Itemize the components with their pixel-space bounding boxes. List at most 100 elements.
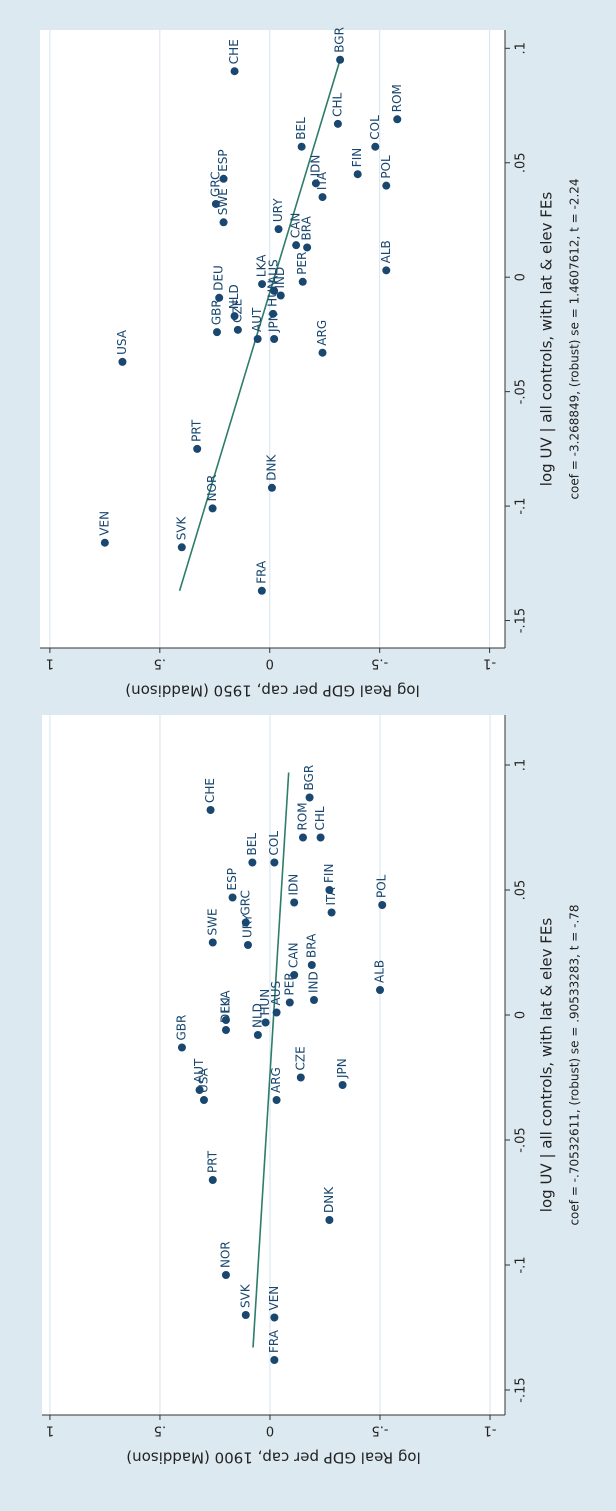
- point-label: NOR: [218, 1241, 232, 1268]
- point-label: ARG: [315, 320, 329, 346]
- point: [241, 1311, 250, 1319]
- point: [230, 312, 239, 321]
- point-label: IND: [273, 267, 287, 289]
- point-label: ITA: [315, 171, 329, 190]
- point: [292, 241, 301, 250]
- point: [211, 199, 220, 208]
- point-label: ESP: [216, 149, 230, 171]
- y-tick-label: 0: [266, 656, 274, 671]
- y-tick-label: -.5: [371, 656, 388, 671]
- point: [318, 193, 327, 202]
- point-label: IDN: [308, 155, 322, 177]
- x-tick-label: .05: [514, 152, 529, 173]
- point-label: URY: [271, 198, 285, 222]
- point: [221, 1271, 230, 1279]
- point: [290, 971, 299, 979]
- point-label: AUT: [192, 1058, 206, 1083]
- point: [378, 901, 387, 909]
- point: [215, 293, 224, 302]
- point: [248, 858, 257, 867]
- y-tick-label: -.5: [371, 1423, 388, 1438]
- point: [177, 543, 186, 552]
- point-label: IDN: [287, 874, 301, 896]
- point: [253, 1031, 262, 1039]
- point-label: SVK: [238, 1283, 252, 1308]
- point: [195, 1086, 204, 1094]
- point: [307, 961, 316, 969]
- point-label: DEU: [212, 265, 226, 291]
- point-label: GBR: [209, 299, 223, 325]
- point-label: IND: [306, 971, 320, 993]
- point: [199, 1096, 208, 1104]
- point-label: CAN: [287, 942, 301, 968]
- point: [241, 918, 250, 927]
- point-label: CHL: [330, 92, 344, 116]
- point-label: DNK: [264, 454, 278, 481]
- point: [333, 119, 342, 128]
- point: [118, 357, 127, 366]
- point-label: CHE: [227, 39, 241, 64]
- point: [270, 335, 279, 343]
- point-label: CHL: [313, 806, 327, 830]
- point: [297, 142, 306, 151]
- point-label: CHE: [203, 778, 217, 803]
- point: [253, 335, 262, 343]
- point: [208, 1176, 217, 1184]
- point: [382, 266, 391, 275]
- x-tick-label: -.05: [514, 379, 529, 404]
- point: [298, 277, 307, 286]
- point: [100, 538, 109, 547]
- note: coef = -.70532611, (robust) se = .905332…: [568, 904, 582, 1225]
- point-label: COL: [267, 831, 281, 856]
- point-label: LKA: [255, 254, 269, 277]
- point: [274, 225, 283, 234]
- point-label: SWE: [205, 908, 219, 935]
- point: [311, 179, 320, 188]
- point-label: VEN: [267, 1286, 281, 1311]
- point-label: ALB: [373, 960, 387, 983]
- point-label: POL: [379, 155, 393, 179]
- point-label: AUS: [267, 259, 281, 284]
- point-label: ROM: [390, 84, 404, 112]
- point-label: BRA: [300, 215, 314, 240]
- point-label: BEL: [294, 117, 308, 140]
- point-label: AUT: [250, 307, 264, 332]
- point: [208, 938, 217, 947]
- plot-area: [42, 715, 505, 1415]
- point: [261, 1018, 270, 1027]
- point: [298, 833, 307, 842]
- point: [353, 170, 362, 179]
- point-label: CZE: [293, 1046, 307, 1070]
- point: [376, 986, 385, 994]
- point: [338, 1081, 347, 1089]
- x-axis-title: log UV | all controls, with lat & elev F…: [538, 918, 556, 1213]
- point: [258, 280, 267, 289]
- point-label: FRA: [254, 560, 268, 584]
- point: [336, 55, 345, 64]
- point-label: FRA: [267, 1329, 281, 1353]
- point-label: COL: [368, 115, 382, 140]
- point: [270, 286, 279, 295]
- point: [219, 218, 228, 227]
- point-label: ALB: [379, 240, 393, 263]
- point-label: GBR: [174, 1015, 188, 1041]
- y-tick-label: -1: [484, 1423, 497, 1438]
- point-label: JPN: [335, 1058, 349, 1079]
- point: [296, 1073, 305, 1082]
- point: [309, 996, 318, 1004]
- point: [270, 1356, 279, 1364]
- point: [305, 793, 314, 802]
- point: [325, 1216, 334, 1224]
- point: [206, 806, 215, 814]
- point: [371, 142, 380, 151]
- point: [221, 1026, 230, 1034]
- point: [269, 309, 278, 318]
- point-label: ESP: [225, 868, 239, 890]
- fit-line: [252, 772, 290, 1348]
- point: [316, 833, 325, 842]
- y-axis-title: log Real GDP per cap, 1950 (Maddison): [125, 682, 419, 700]
- y-tick-label: 1: [46, 1423, 54, 1438]
- point: [393, 115, 402, 124]
